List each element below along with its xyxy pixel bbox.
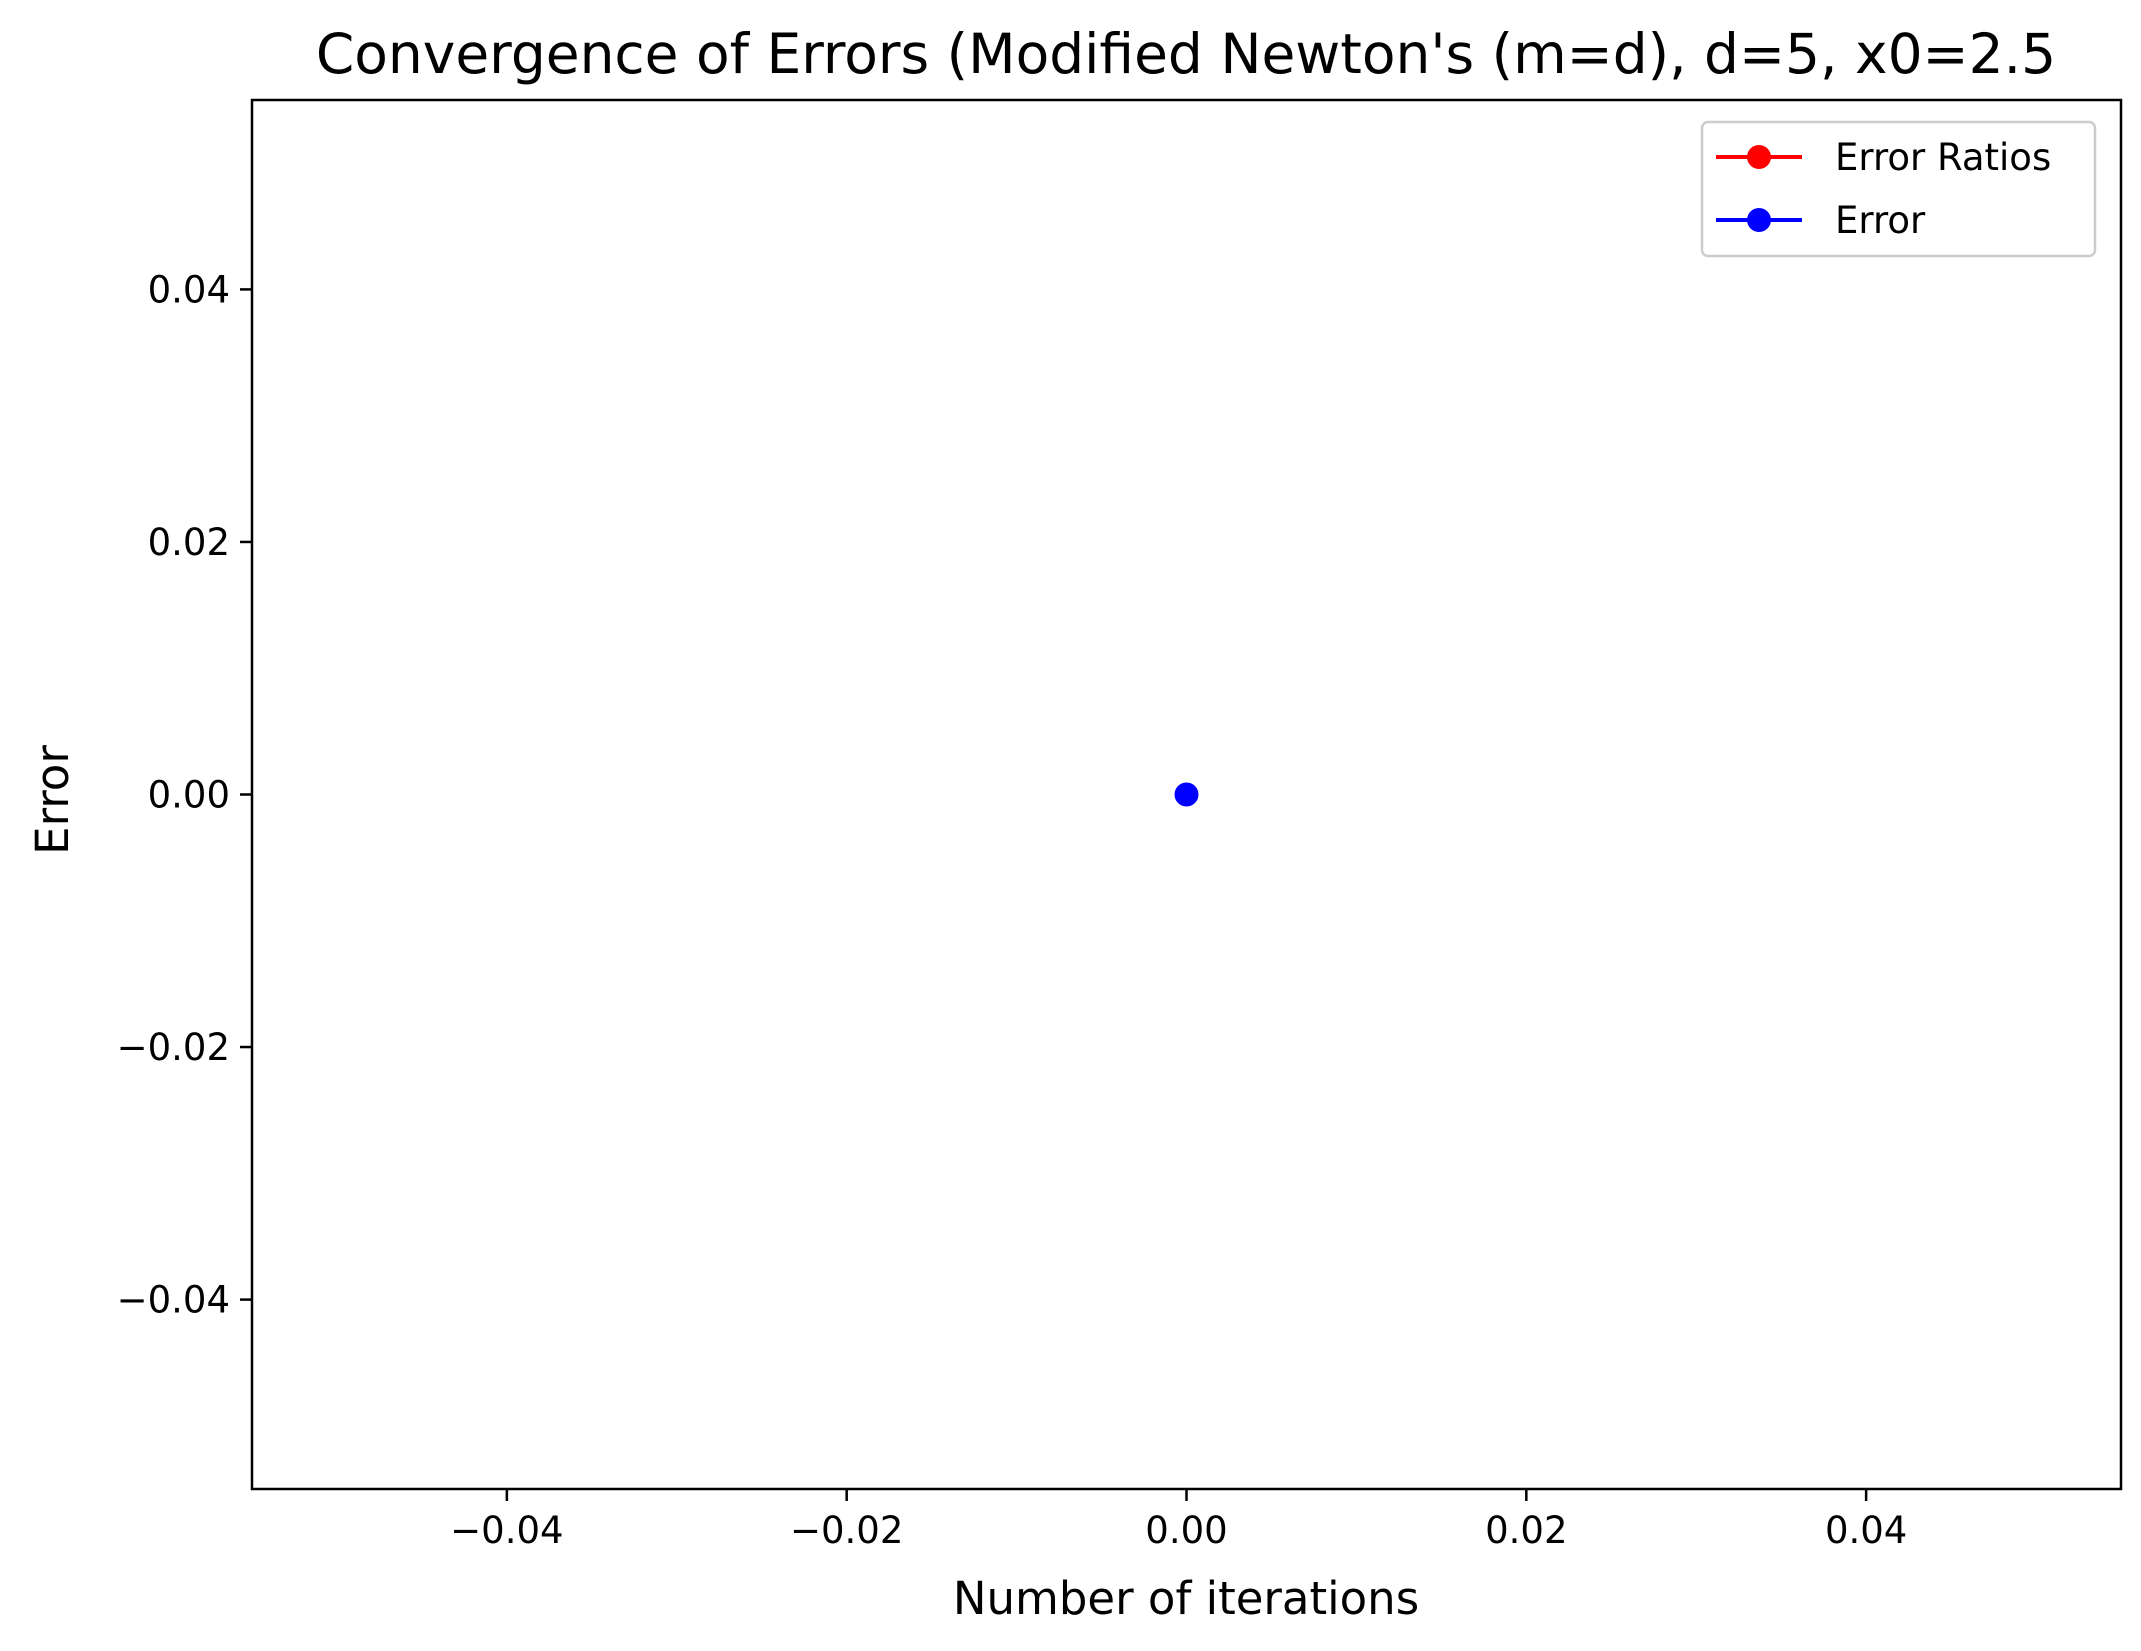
x-tick-label: 0.00	[1145, 1509, 1227, 1552]
plot-frame	[250, 98, 2123, 1491]
ticks-layer: −0.04 −0.02 0.00 0.02 0.04 −0.04 −0.02 0.00 0.02…	[117, 268, 1908, 1552]
x-tick-label: −0.02	[790, 1509, 903, 1552]
chart-title: Convergence of Errors (Modified Newton's…	[316, 22, 2056, 86]
y-axis-label: Error	[26, 745, 79, 855]
data-point-error	[1174, 782, 1199, 807]
y-tick-label: 0.04	[148, 268, 230, 311]
y-tick-label: 0.00	[148, 774, 230, 817]
y-tick-label: −0.04	[117, 1279, 230, 1322]
x-tick-label: 0.02	[1485, 1509, 1567, 1552]
y-tick-label: −0.02	[117, 1026, 230, 1069]
x-tick-label: −0.04	[450, 1509, 563, 1552]
legend-marker-error-ratios	[1747, 145, 1771, 169]
legend: Error Ratios Error	[1700, 120, 2097, 258]
x-tick-label: 0.04	[1825, 1509, 1907, 1552]
y-tick-label: 0.02	[148, 521, 230, 564]
legend-label-error-ratios: Error Ratios	[1835, 136, 2051, 179]
legend-marker-error	[1747, 208, 1771, 232]
legend-label-error: Error	[1835, 199, 1926, 242]
x-axis-label: Number of iterations	[953, 1572, 1419, 1625]
data-layer	[1174, 782, 1199, 807]
